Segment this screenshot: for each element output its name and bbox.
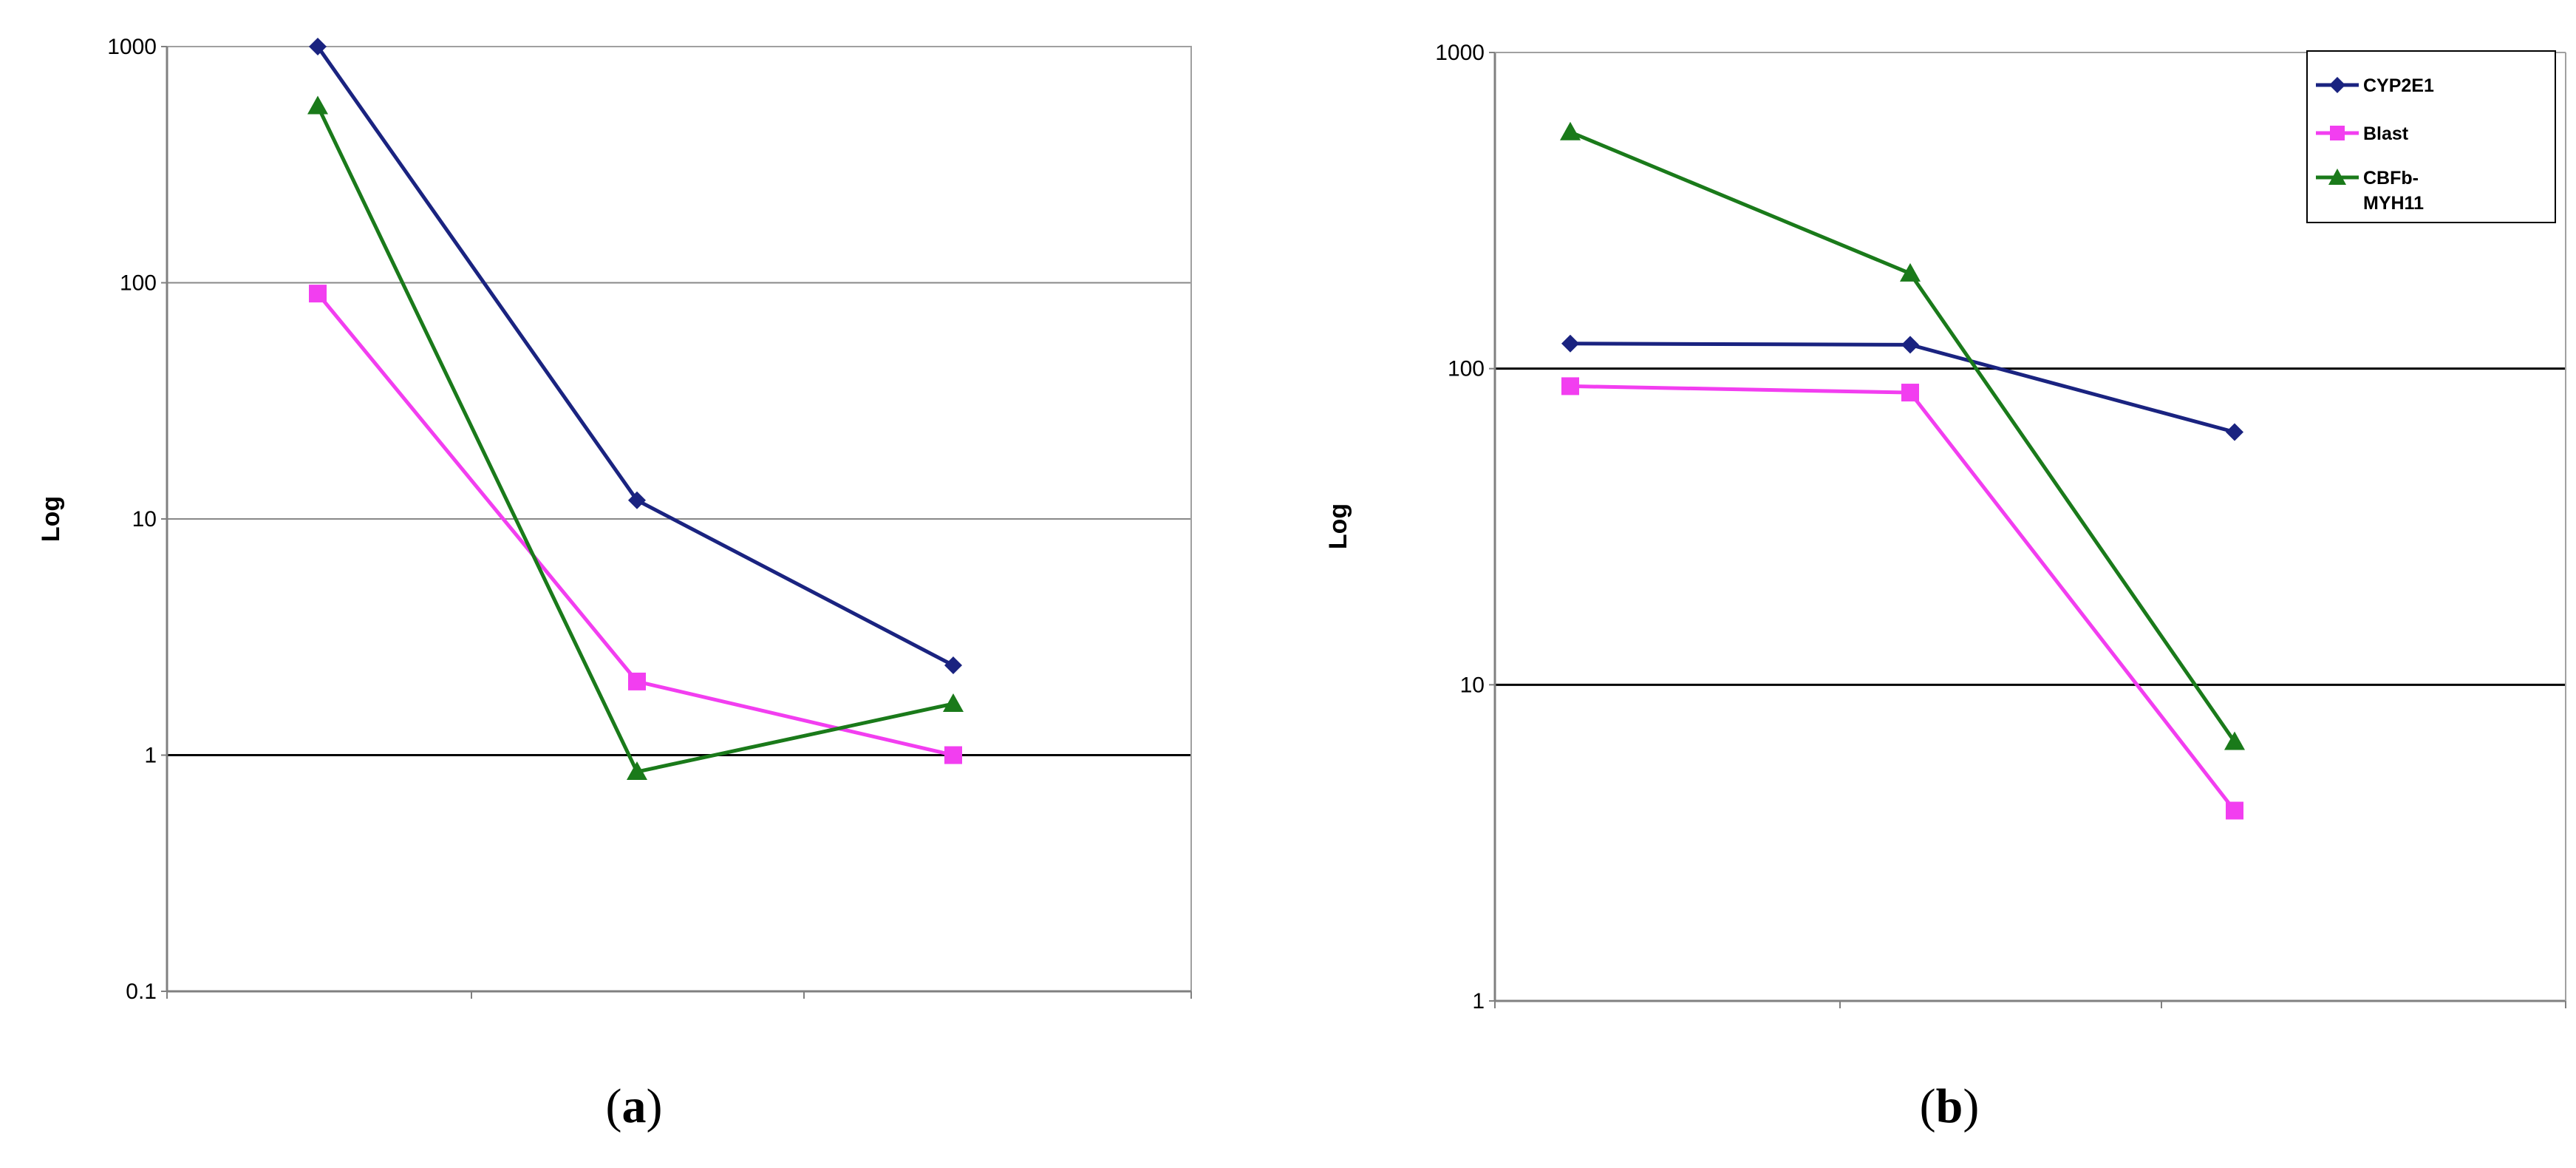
- point-b-cbfb-myh11-3: [2224, 731, 2245, 750]
- y-axis-label-a: Log: [37, 496, 65, 542]
- legend-label-blast: Blast: [2363, 123, 2409, 144]
- chart-panel-a: 0.1 1 10 100 1000 Log (a): [37, 35, 1192, 1133]
- legend-box: [2306, 50, 2556, 223]
- panel-label-b-letter: b: [1936, 1079, 1963, 1133]
- series-group-b: [1560, 121, 2245, 820]
- point-b-blast-3: [2226, 801, 2243, 820]
- legend-label-cyp2e1: CYP2E1: [2363, 75, 2434, 96]
- legend-label-cbfb-line1: CBFb-: [2363, 168, 2419, 189]
- y-tick-label-a-1000: 1000: [107, 35, 157, 59]
- y-tick-labels-b: 1 10 100 1000: [1435, 41, 1495, 1013]
- point-b-blast-1: [1561, 377, 1579, 395]
- x-ticks-b: [1494, 1001, 2566, 1008]
- panel-label-a-letter: a: [622, 1079, 647, 1133]
- y-axis-label-b: Log: [1324, 503, 1352, 549]
- point-b-blast-2: [1901, 384, 1919, 402]
- legend-item-cyp2e1: CYP2E1: [2316, 75, 2434, 96]
- y-tick-label-b-10: 10: [1460, 673, 1485, 697]
- x-ticks-a: [166, 991, 1192, 999]
- point-a-blast-2: [628, 672, 646, 690]
- point-a-cbfb-myh11-2: [627, 761, 647, 781]
- panel-label-a: (a): [606, 1079, 663, 1133]
- series-group-a: [307, 38, 964, 781]
- y-tick-label-a-1: 1: [144, 744, 157, 768]
- y-tick-label-a-100: 100: [120, 271, 157, 296]
- point-a-cyp2e1-2: [628, 491, 646, 509]
- point-b-cyp2e1-2: [1901, 336, 1919, 354]
- legend-item-cbfb-myh11: CBFb- MYH11: [2316, 168, 2424, 214]
- point-a-cyp2e1-3: [944, 656, 962, 675]
- legend-marker-cbfb-myh11: [2328, 169, 2346, 185]
- y-tick-label-b-1: 1: [1472, 989, 1485, 1013]
- panel-label-b: (b): [1920, 1079, 1980, 1133]
- point-b-cyp2e1-1: [1561, 334, 1579, 353]
- point-b-cbfb-myh11-1: [1560, 121, 1581, 140]
- legend-item-blast: Blast: [2316, 123, 2409, 144]
- legend-label-cbfb-line2: MYH11: [2363, 193, 2424, 214]
- point-a-blast-1: [309, 285, 327, 303]
- y-tick-labels-a: 0.1 1 10 100 1000: [107, 35, 167, 1004]
- y-tick-label-b-1000: 1000: [1435, 41, 1485, 65]
- point-b-cyp2e1-3: [2226, 423, 2243, 441]
- chart-panel-b: 1 10 100 1000 Log CYP2E1 Blast CBFb- MYH11: [1324, 41, 2566, 1133]
- series-line-a-cyp2e1: [316, 45, 955, 668]
- y-tick-label-a-10: 10: [132, 507, 157, 532]
- legend-marker-cyp2e1: [2329, 77, 2345, 93]
- legend-marker-blast: [2330, 126, 2345, 140]
- series-line-b-cbfb-myh11: [1570, 130, 2237, 743]
- point-a-blast-3: [944, 746, 962, 764]
- y-tick-label-a-0-1: 0.1: [126, 979, 157, 1004]
- gridlines-a: [167, 46, 1191, 756]
- y-tick-label-b-100: 100: [1448, 357, 1485, 381]
- point-a-cbfb-myh11-3: [943, 693, 964, 713]
- point-a-cyp2e1-1: [309, 38, 327, 55]
- point-b-cbfb-myh11-2: [1900, 262, 1921, 282]
- legend: CYP2E1 Blast CBFb- MYH11: [2306, 50, 2556, 223]
- series-line-a-cbfb-myh11: [316, 105, 954, 774]
- point-a-cbfb-myh11-1: [307, 95, 328, 115]
